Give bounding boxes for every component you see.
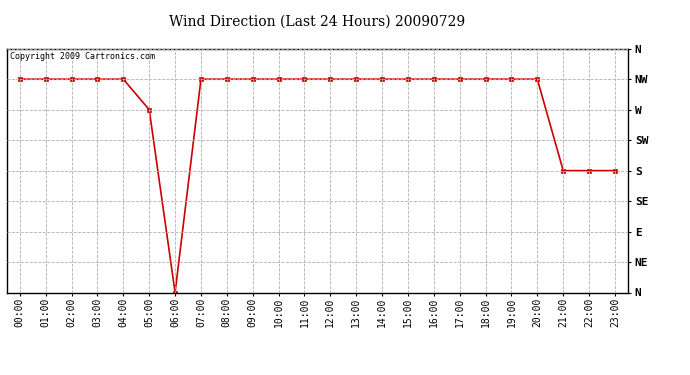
Text: Wind Direction (Last 24 Hours) 20090729: Wind Direction (Last 24 Hours) 20090729 — [169, 15, 466, 29]
Text: Copyright 2009 Cartronics.com: Copyright 2009 Cartronics.com — [10, 53, 155, 62]
